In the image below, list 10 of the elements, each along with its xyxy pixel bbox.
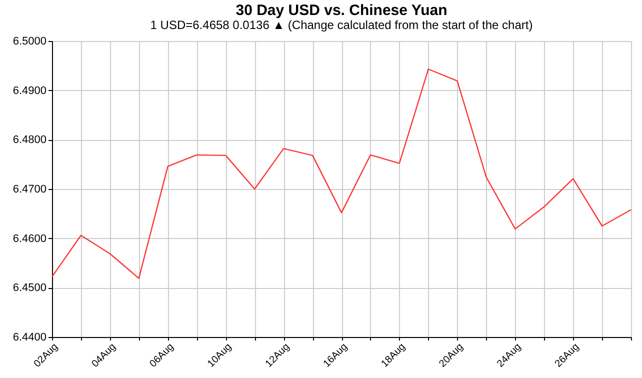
y-tick-label: 6.4400 [12, 332, 46, 344]
chart-subtitle: 1 USD=6.4658 0.0136 ▲ (Change calculated from the start of the chart) [150, 18, 533, 32]
y-tick-label: 6.4600 [12, 232, 46, 245]
y-tick-label: 6.4500 [12, 282, 46, 294]
y-tick-label: 6.4700 [12, 184, 46, 196]
y-tick-label: 6.4800 [12, 134, 46, 146]
chart-title: 30 Day USD vs. Chinese Yuan [236, 2, 448, 19]
y-tick-label: 6.4900 [12, 84, 46, 97]
y-tick-label: 6.5000 [12, 36, 46, 48]
line-series [51, 68, 632, 279]
